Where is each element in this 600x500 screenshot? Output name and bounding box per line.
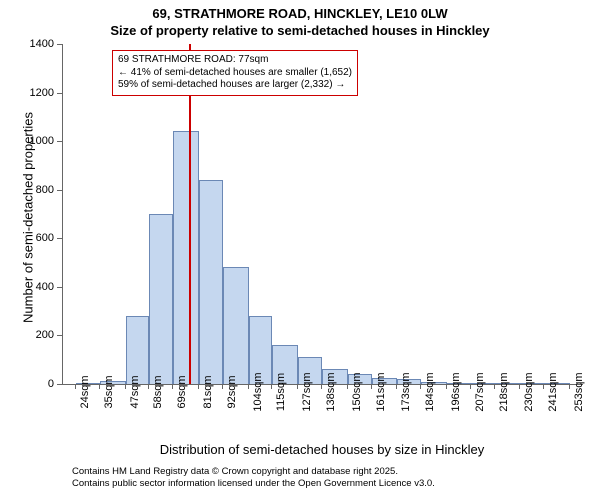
x-tick-mark <box>569 384 570 389</box>
x-tick-label: 173sqm <box>400 372 412 411</box>
footer-line1: Contains HM Land Registry data © Crown c… <box>72 466 435 478</box>
x-tick-label: 196sqm <box>450 372 462 411</box>
x-tick-mark <box>222 384 223 389</box>
y-tick-mark <box>57 335 62 336</box>
x-tick-mark <box>470 384 471 389</box>
x-tick-label: 92sqm <box>226 375 238 408</box>
x-tick-mark <box>519 384 520 389</box>
y-tick-label: 200 <box>0 329 54 341</box>
x-tick-mark <box>271 384 272 389</box>
x-tick-mark <box>371 384 372 389</box>
chart-title-main: 69, STRATHMORE ROAD, HINCKLEY, LE10 0LW <box>0 0 600 21</box>
x-tick-label: 104sqm <box>252 372 264 411</box>
annotation-line3: 59% of semi-detached houses are larger (… <box>118 79 352 92</box>
x-tick-mark <box>494 384 495 389</box>
y-tick-mark <box>57 384 62 385</box>
x-tick-mark <box>172 384 173 389</box>
y-tick-mark <box>57 44 62 45</box>
footer-attribution: Contains HM Land Registry data © Crown c… <box>72 466 435 491</box>
x-tick-label: 69sqm <box>176 375 188 408</box>
x-tick-mark <box>198 384 199 389</box>
x-tick-label: 35sqm <box>103 375 115 408</box>
histogram-bar <box>173 131 199 384</box>
y-axis-label: Number of semi-detached properties <box>21 98 36 338</box>
histogram-bar <box>126 316 150 384</box>
annotation-line2: ← 41% of semi-detached houses are smalle… <box>118 67 352 80</box>
x-tick-label: 81sqm <box>202 375 214 408</box>
x-tick-label: 253sqm <box>573 372 585 411</box>
x-tick-label: 115sqm <box>275 373 287 411</box>
y-tick-label: 1400 <box>0 38 54 50</box>
histogram-bar <box>199 180 223 384</box>
x-tick-mark <box>125 384 126 389</box>
x-tick-label: 150sqm <box>351 372 363 411</box>
x-tick-label: 127sqm <box>301 372 313 411</box>
x-tick-label: 241sqm <box>547 372 559 411</box>
y-tick-mark <box>57 190 62 191</box>
x-tick-mark <box>396 384 397 389</box>
y-tick-mark <box>57 141 62 142</box>
x-tick-label: 161sqm <box>375 372 387 411</box>
histogram-bar <box>149 214 173 384</box>
x-tick-label: 24sqm <box>79 375 91 408</box>
annotation-line1: 69 STRATHMORE ROAD: 77sqm <box>118 54 352 67</box>
x-tick-mark <box>446 384 447 389</box>
x-tick-label: 138sqm <box>325 372 337 411</box>
y-tick-label: 1000 <box>0 135 54 147</box>
y-tick-label: 1200 <box>0 87 54 99</box>
x-tick-mark <box>420 384 421 389</box>
x-tick-mark <box>321 384 322 389</box>
x-tick-label: 184sqm <box>424 372 436 411</box>
x-tick-label: 230sqm <box>523 372 535 411</box>
y-tick-label: 400 <box>0 281 54 293</box>
x-axis-label: Distribution of semi-detached houses by … <box>62 442 582 457</box>
x-tick-mark <box>347 384 348 389</box>
x-tick-mark <box>248 384 249 389</box>
footer-line2: Contains public sector information licen… <box>72 478 435 490</box>
y-tick-mark <box>57 287 62 288</box>
x-tick-mark <box>297 384 298 389</box>
x-tick-label: 207sqm <box>474 372 486 411</box>
x-tick-mark <box>99 384 100 389</box>
x-tick-label: 218sqm <box>498 372 510 411</box>
x-tick-mark <box>543 384 544 389</box>
y-tick-mark <box>57 93 62 94</box>
y-tick-label: 0 <box>0 378 54 390</box>
x-tick-label: 47sqm <box>129 375 141 408</box>
x-tick-mark <box>75 384 76 389</box>
annotation-box: 69 STRATHMORE ROAD: 77sqm ← 41% of semi-… <box>112 50 358 96</box>
histogram-bar <box>223 267 249 384</box>
y-tick-label: 600 <box>0 232 54 244</box>
x-tick-label: 58sqm <box>152 375 164 408</box>
chart-container: 69, STRATHMORE ROAD, HINCKLEY, LE10 0LW … <box>0 0 600 500</box>
y-tick-label: 800 <box>0 184 54 196</box>
chart-title-sub: Size of property relative to semi-detach… <box>0 21 600 40</box>
x-tick-mark <box>148 384 149 389</box>
y-tick-mark <box>57 238 62 239</box>
